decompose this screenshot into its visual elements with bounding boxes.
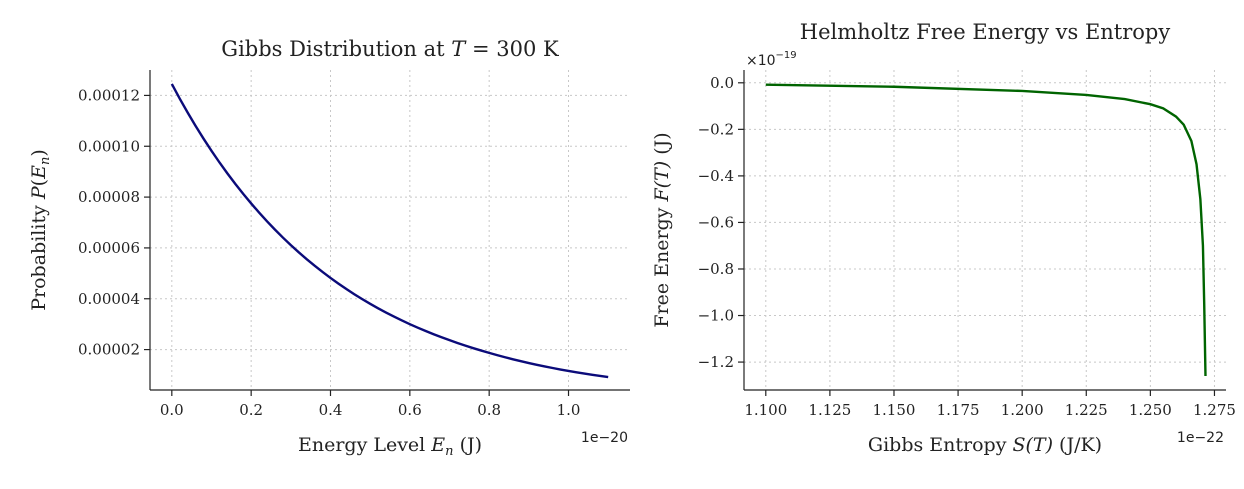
right-y-tick-label: −0.4	[698, 167, 734, 185]
left-x-tick-label: 0.4	[319, 401, 343, 419]
left-y-tick-label: 0.00006	[78, 239, 140, 257]
right-y-offset-label: ×10−19	[746, 50, 797, 69]
gibbs-distribution-chart: 0.0 0.2 0.4 0.6 0.8 1.0 0.00002 0.00004 0.00006…	[28, 37, 630, 459]
right-y-tick-label: −1.0	[698, 307, 734, 325]
left-x-tick-label: 0.2	[239, 401, 263, 419]
right-x-tick-label: 1.250	[1129, 401, 1172, 419]
right-x-ticks: 1.100 1.125 1.150 1.175 1.200 1.225 1.250 1.275	[744, 390, 1236, 419]
right-y-tick-label: −1.2	[698, 353, 734, 371]
left-chart-title: Gibbs Distribution at T = 300 K	[221, 37, 559, 61]
right-y-tick-label: −0.6	[698, 213, 734, 231]
left-x-ticks: 0.0 0.2 0.4 0.6 0.8 1.0	[160, 390, 581, 419]
left-x-axis-title: Energy Level En (J)	[298, 434, 482, 459]
right-x-offset-label: 1e−22	[1177, 430, 1224, 446]
right-x-tick-label: 1.225	[1065, 401, 1108, 419]
left-y-tick-label: 0.00012	[78, 86, 140, 104]
right-y-ticks: 0.0 −0.2 −0.4 −0.6 −0.8 −1.0 −1.2	[698, 74, 744, 371]
right-x-tick-label: 1.275	[1193, 401, 1236, 419]
left-y-tick-label: 0.00008	[78, 188, 140, 206]
right-series-line	[765, 83, 1207, 377]
right-grid	[744, 70, 1226, 390]
right-x-tick-label: 1.200	[1001, 401, 1044, 419]
left-x-tick-label: 1.0	[557, 401, 581, 419]
left-y-ticks: 0.00002 0.00004 0.00006 0.00008 0.00010 0.000…	[78, 86, 150, 359]
left-x-tick-label: 0.0	[160, 401, 184, 419]
left-y-tick-label: 0.00002	[78, 341, 140, 359]
right-x-axis-title: Gibbs Entropy S(T) (J/K)	[868, 434, 1102, 456]
left-grid	[150, 70, 630, 390]
left-y-tick-label: 0.00010	[78, 137, 140, 155]
left-y-axis-title: Probability P(En)	[28, 149, 53, 311]
left-x-tick-label: 0.6	[398, 401, 422, 419]
helmholtz-free-energy-chart: 1.100 1.125 1.150 1.175 1.200 1.225 1.250 1.275…	[651, 20, 1236, 456]
left-x-tick-label: 0.8	[477, 401, 501, 419]
right-y-tick-label: 0.0	[710, 74, 734, 92]
right-x-tick-label: 1.125	[808, 401, 851, 419]
right-x-tick-label: 1.100	[744, 401, 787, 419]
right-y-tick-label: −0.2	[698, 120, 734, 138]
right-chart-title: Helmholtz Free Energy vs Entropy	[800, 20, 1171, 44]
right-x-tick-label: 1.175	[937, 401, 980, 419]
right-y-tick-label: −0.8	[698, 260, 734, 278]
left-x-offset-label: 1e−20	[581, 430, 628, 446]
right-y-axis-title: Free Energy F(T) (J)	[651, 132, 673, 327]
left-series-line	[170, 83, 609, 379]
right-x-tick-label: 1.150	[873, 401, 916, 419]
left-y-tick-label: 0.00004	[78, 290, 140, 308]
